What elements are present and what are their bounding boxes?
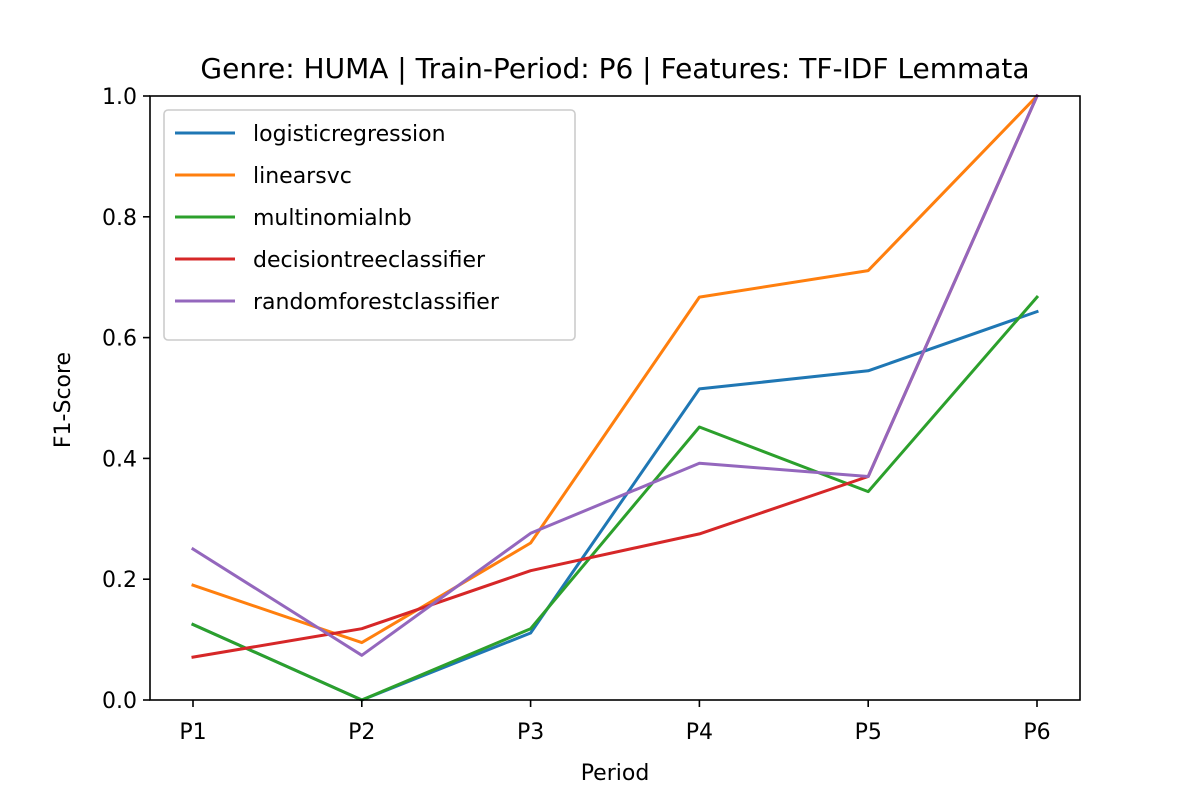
- plot-frame: [149, 95, 1081, 701]
- y-tick-label: 1.0: [102, 85, 137, 110]
- axes: P1 P2 P3 P4 P5 P6 0.0 0.2 0.4 0.6 0.8 1.0: [102, 85, 1081, 745]
- legend-label-linearsvc: linearsvc: [253, 164, 352, 189]
- y-tick-label: 0.8: [102, 206, 137, 231]
- x-tick-label: P3: [517, 720, 544, 745]
- y-tick-label: 0.2: [102, 568, 137, 593]
- x-axis-label: Period: [581, 761, 650, 786]
- y-tick-label: 0.6: [102, 327, 137, 352]
- x-tick-label: P1: [179, 720, 206, 745]
- legend-box: [163, 109, 576, 341]
- series-line-randomforestclassifier: [190, 94, 1039, 657]
- legend: logisticregression linearsvc multinomialnb…: [163, 109, 576, 341]
- chart-title: Genre: HUMA | Train-Period: P6 | Feature…: [200, 52, 1029, 85]
- legend-label-randomforestclassifier: randomforestclassifier: [253, 290, 500, 315]
- legend-label-decisiontreeclassifier: decisiontreeclassifier: [253, 248, 486, 273]
- series-line-multinomialnb: [191, 294, 1040, 702]
- y-tick-label: 0.4: [102, 447, 137, 472]
- legend-label-logisticregression: logisticregression: [253, 122, 446, 147]
- plot-area: [190, 93, 1040, 702]
- y-tick-label: 0.0: [102, 689, 137, 714]
- y-axis-label: F1-Score: [51, 352, 76, 448]
- x-tick-label: P6: [1023, 720, 1050, 745]
- x-tick-label: P2: [348, 720, 375, 745]
- legend-label-multinomialnb: multinomialnb: [253, 206, 412, 231]
- x-tick-label: P4: [686, 720, 713, 745]
- x-tick-label: P5: [855, 720, 882, 745]
